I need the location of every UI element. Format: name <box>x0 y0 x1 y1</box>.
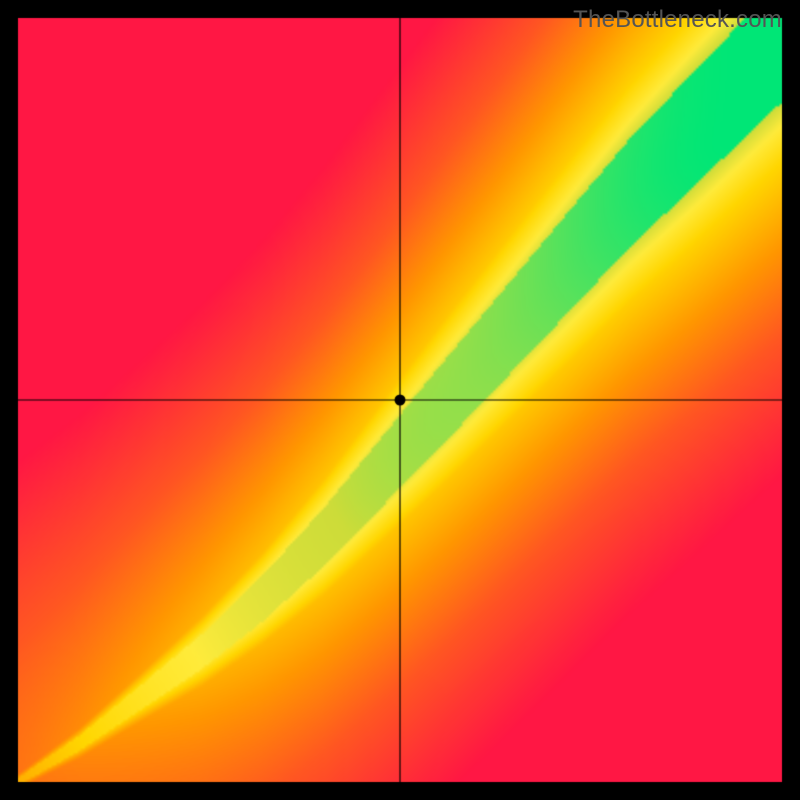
heatmap-canvas <box>0 0 800 800</box>
watermark-text: TheBottleneck.com <box>573 6 782 34</box>
chart-container: TheBottleneck.com <box>0 0 800 800</box>
